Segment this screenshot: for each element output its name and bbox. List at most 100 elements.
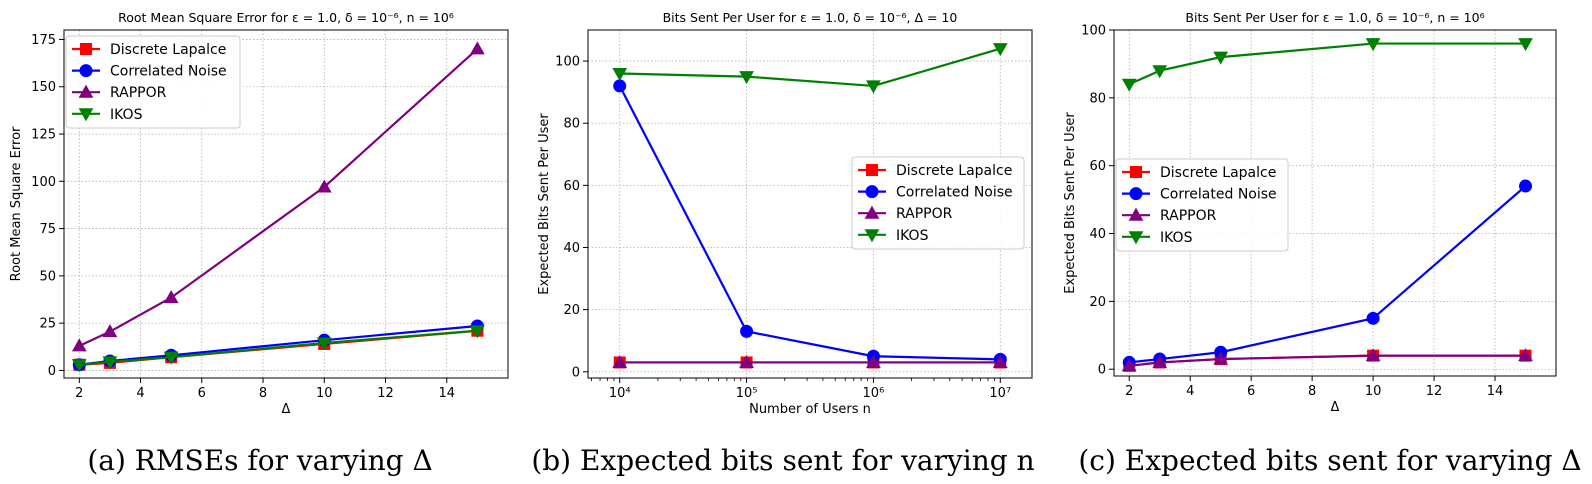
legend-marker [78,108,94,122]
data-point [739,354,754,368]
chart-title: Bits Sent Per User for ε = 1.0, δ = 10⁻⁶… [663,10,958,25]
subfigure-caption: (c) Expected bits sent for varying Δ [1078,444,1581,477]
data-point [163,351,179,365]
legend-marker [1130,166,1142,178]
legend: Discrete Lapalce Correlated Noise RAPPOR IK… [65,35,241,129]
series-line-correlated-noise [618,85,1001,361]
y-tick-label: 60 [1089,159,1106,174]
chart-title: Bits Sent Per User for ε = 1.0, δ = 10⁻⁶… [1185,10,1484,25]
data-point [1365,38,1381,52]
data-point [1213,51,1229,65]
x-tick-label: 14 [1487,384,1504,399]
legend-label: RAPPOR [1160,208,1217,224]
data-point [470,41,485,55]
y-axis-label: Expected Bits Sent Per User [537,113,552,295]
x-tick-label: 4 [1186,384,1194,399]
data-point [102,356,118,370]
legend-label: Correlated Noise [896,185,1013,201]
series-line-rappor [1129,354,1526,367]
x-axis-label: Number of Users n [749,402,871,417]
x-tick-label: 10⁶ [863,386,885,401]
legend-label: IKOS [1160,230,1193,246]
data-point [1121,358,1137,372]
legend-marker [864,205,880,219]
legend-label: Correlated Noise [110,64,227,80]
x-tick-label: 4 [136,386,144,401]
subfigure-caption: (b) Expected bits sent for varying n [531,444,1034,477]
plot-frame [63,29,509,379]
chart-1: 2 4 6 8 10 12 14 0 25 50 75 100 125 150 175 Root Mean S… [9,10,509,477]
legend-label: Correlated Noise [1160,187,1277,203]
plot-frame [587,29,1033,379]
legend-label: Discrete Lapalce [896,163,1012,179]
legend-marker [1128,231,1144,245]
data-point [613,79,627,93]
data-point [71,338,87,352]
x-tick-label: 10⁴ [609,386,631,401]
data-point [740,324,754,338]
legend-marker [866,164,878,176]
data-point [1121,78,1137,92]
chart-2: 10⁴ 10⁵ 10⁶ 10⁷ 0 20 40 60 80 100 Bits Sent Per Us… [531,10,1034,477]
legend-label: Discrete Lapalce [110,42,226,58]
y-tick-label: 175 [31,33,56,48]
y-axis-label: Root Mean Square Error [9,126,24,281]
legend-box [1115,158,1289,252]
legend-marker [865,185,879,199]
legend-marker [80,43,92,55]
series-line-ikos [619,47,1001,88]
y-tick-label: 100 [31,175,56,190]
data-point [612,354,628,368]
series-line-ikos [1128,42,1526,86]
y-tick-label: 50 [39,269,56,284]
x-tick-label: 10⁵ [736,386,758,401]
data-point [992,354,1008,368]
series-line-ikos [79,329,478,366]
data-point [316,179,332,193]
chart-title: Root Mean Square Error for ε = 1.0, δ = … [118,10,454,25]
legend-marker [1129,187,1143,201]
data-point [1213,351,1229,365]
data-point [102,324,118,338]
x-axis-label: Δ [1331,400,1340,415]
x-tick-label: 10 [316,386,333,401]
data-point [1365,348,1381,362]
data-point [866,80,881,94]
legend-marker [79,64,93,78]
x-tick-label: 10 [1365,384,1382,399]
legend-marker [1128,207,1144,221]
legend-label: IKOS [896,228,929,244]
legend: Discrete Lapalce Correlated Noise RAPPOR IK… [1115,158,1289,252]
x-tick-label: 6 [1247,384,1255,399]
y-tick-label: 60 [563,179,580,194]
y-tick-label: 0 [1098,363,1106,378]
legend-label: RAPPOR [110,85,167,101]
y-tick-label: 75 [39,222,56,237]
y-tick-label: 0 [48,364,56,379]
x-tick-label: 6 [198,386,206,401]
data-point [71,359,87,373]
data-point [1518,348,1533,362]
legend-box [65,35,241,129]
y-tick-label: 80 [1089,91,1106,106]
subfigure-caption: (a) RMSEs for varying Δ [87,444,432,477]
data-point [1519,179,1533,193]
y-tick-label: 20 [1089,295,1106,310]
y-tick-label: 40 [563,241,580,256]
y-tick-label: 100 [1081,24,1106,39]
x-tick-label: 12 [1426,384,1443,399]
data-point [992,43,1008,57]
y-axis-label: Expected Bits Sent Per User [1063,112,1078,294]
y-tick-label: 40 [1089,227,1106,242]
x-tick-label: 14 [438,386,455,401]
y-tick-label: 0 [572,365,580,380]
x-tick-label: 2 [75,386,83,401]
x-tick-label: 8 [259,386,267,401]
y-tick-label: 100 [555,55,580,70]
legend-label: Discrete Lapalce [1160,165,1276,181]
y-tick-label: 125 [31,128,56,143]
data-point [866,354,881,368]
data-point [1518,38,1533,52]
legend-marker [78,84,94,98]
